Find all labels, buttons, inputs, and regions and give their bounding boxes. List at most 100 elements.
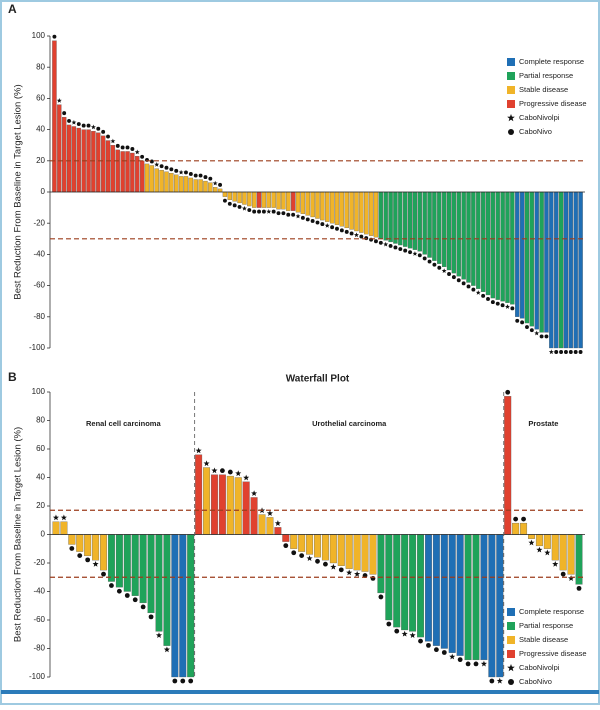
legend-swatch bbox=[507, 86, 515, 94]
regimen-marker bbox=[130, 147, 135, 151]
legend-swatch bbox=[507, 608, 515, 616]
bar bbox=[339, 191, 345, 227]
regimen-marker bbox=[306, 555, 313, 562]
regimen-marker bbox=[120, 145, 125, 150]
y-tick-label: 0 bbox=[41, 530, 46, 539]
legend-label: Progressive disease bbox=[519, 649, 587, 658]
regimen-marker bbox=[243, 474, 250, 481]
regimen-marker bbox=[354, 570, 361, 577]
legend-swatch bbox=[507, 58, 515, 66]
regimen-marker bbox=[465, 661, 471, 667]
regimen-marker bbox=[232, 203, 237, 208]
legend-label: CaboNivo bbox=[519, 677, 552, 686]
regimen-marker bbox=[441, 650, 447, 655]
bar bbox=[364, 191, 369, 235]
bar bbox=[373, 191, 379, 238]
regimen-marker bbox=[86, 123, 91, 128]
bar bbox=[529, 191, 535, 327]
regimen-marker bbox=[513, 516, 519, 522]
bar bbox=[490, 191, 496, 299]
chart-title: Waterfall Plot bbox=[286, 374, 350, 385]
regimen-marker bbox=[486, 297, 490, 301]
bar bbox=[91, 131, 96, 193]
bar bbox=[539, 191, 544, 333]
regimen-marker bbox=[481, 293, 486, 298]
bar bbox=[496, 534, 504, 678]
bar bbox=[274, 527, 282, 535]
regimen-marker bbox=[227, 469, 233, 475]
regimen-marker bbox=[418, 638, 423, 644]
bar bbox=[123, 534, 131, 592]
regimen-marker bbox=[398, 247, 403, 251]
y-tick-label: 60 bbox=[36, 444, 45, 453]
bar bbox=[534, 191, 539, 330]
bar bbox=[203, 180, 208, 193]
bar bbox=[321, 534, 329, 561]
regimen-marker bbox=[188, 678, 194, 684]
regimen-marker bbox=[339, 228, 344, 233]
bar bbox=[131, 534, 139, 596]
regimen-marker bbox=[169, 167, 174, 172]
bar bbox=[193, 179, 198, 193]
bar bbox=[187, 534, 195, 678]
bar bbox=[573, 191, 578, 349]
regimen-marker bbox=[291, 212, 296, 217]
regimen-marker bbox=[180, 678, 186, 684]
regimen-marker bbox=[92, 560, 99, 567]
regimen-marker bbox=[295, 213, 301, 219]
regimen-marker bbox=[219, 468, 225, 474]
y-tick-label: 80 bbox=[36, 62, 45, 71]
legend-swatch bbox=[507, 636, 515, 644]
regimen-marker bbox=[85, 557, 91, 563]
regimen-marker bbox=[125, 145, 130, 150]
bar bbox=[305, 191, 310, 216]
regimen-marker bbox=[548, 349, 554, 355]
regimen-marker bbox=[257, 209, 261, 214]
bar bbox=[147, 534, 155, 614]
bar bbox=[60, 521, 68, 535]
regimen-marker bbox=[451, 275, 456, 280]
bar bbox=[568, 191, 574, 349]
bar bbox=[282, 534, 290, 542]
legend-symbol bbox=[507, 664, 515, 672]
y-tick-label: -60 bbox=[33, 281, 45, 290]
bar bbox=[198, 179, 203, 193]
regimen-marker bbox=[505, 389, 511, 395]
bar bbox=[466, 191, 471, 283]
regimen-marker bbox=[544, 334, 549, 339]
bar bbox=[115, 149, 120, 193]
y-tick-label: -60 bbox=[33, 615, 45, 624]
regimen-marker bbox=[235, 470, 242, 477]
bar bbox=[261, 191, 267, 208]
bar bbox=[208, 182, 213, 193]
bar bbox=[174, 174, 179, 193]
regimen-marker bbox=[408, 250, 413, 255]
bar bbox=[412, 191, 418, 250]
bar bbox=[427, 191, 432, 258]
bar bbox=[100, 135, 106, 193]
bar bbox=[495, 191, 500, 300]
bar bbox=[422, 191, 427, 255]
legend-symbol bbox=[508, 129, 514, 135]
regimen-marker bbox=[461, 281, 466, 286]
y-tick-label: 100 bbox=[32, 387, 46, 396]
bar bbox=[485, 191, 491, 296]
bar bbox=[314, 534, 321, 558]
regimen-marker bbox=[116, 588, 122, 594]
regimen-marker bbox=[163, 646, 170, 653]
bar bbox=[203, 467, 211, 535]
regimen-marker bbox=[266, 510, 273, 516]
bar bbox=[393, 534, 401, 628]
regimen-marker bbox=[471, 287, 476, 292]
bar bbox=[227, 191, 233, 200]
regimen-marker bbox=[422, 256, 427, 261]
regimen-marker bbox=[490, 300, 495, 305]
regimen-marker bbox=[134, 149, 140, 155]
regimen-marker bbox=[81, 123, 86, 128]
bar bbox=[432, 534, 440, 646]
regimen-marker bbox=[338, 567, 344, 573]
bar bbox=[125, 151, 130, 193]
bar bbox=[139, 534, 147, 604]
bar bbox=[441, 191, 447, 268]
